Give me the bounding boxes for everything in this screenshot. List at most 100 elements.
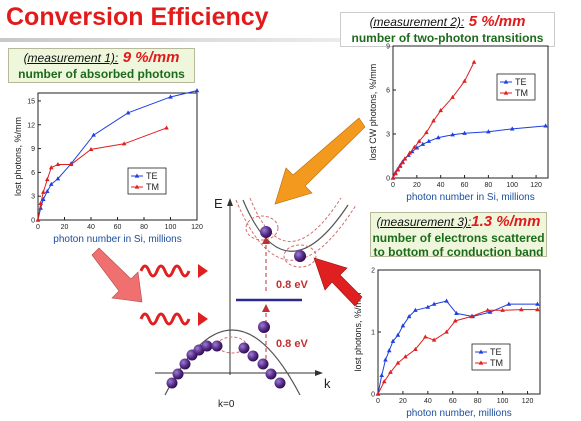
data-point-tm [68,161,74,167]
y-tick-label: 3 [31,194,35,201]
x-axis-label: photon number in Si, millions [406,192,534,203]
legend-label: TE [490,347,502,357]
data-point-te [444,298,449,303]
conduction-band-curve [242,199,349,252]
x-tick-label: 0 [391,182,395,189]
x-tick-label: 120 [530,182,542,189]
x-tick-label: 120 [522,398,534,405]
data-point-te [450,132,455,137]
k0-label: k=0 [218,399,235,410]
data-point-tm [88,146,94,151]
data-point-tm [469,314,474,319]
data-point-te [454,310,459,315]
data-point-tm [393,171,398,176]
title-underline [0,38,345,42]
legend-label: TM [515,88,528,98]
plot-frame [392,45,549,179]
data-point-tm [41,189,46,194]
y-tick-label: 6 [31,170,35,177]
electron-dot [294,250,306,262]
y-tick-label: 1 [371,330,375,337]
legend-marker [503,79,509,84]
legend-label: TE [515,77,527,87]
photon-wave-bottom-arrow [198,312,208,326]
data-point-te [400,323,406,328]
electron-dot [258,321,270,333]
y-tick-label: 3 [386,132,390,139]
valence-electron-dot [201,340,213,352]
x-axis-label: photon number in Si, millions [53,234,181,245]
y-axis-label: lost photons, %/mm [13,117,23,196]
legend-marker [478,360,484,365]
y-tick-label: 6 [386,88,390,95]
x-tick-label: 0 [36,224,40,231]
photon-wave-top-arrow [198,264,208,278]
data-point-te [379,372,385,377]
data-point-te [194,88,200,93]
electron-region-left [245,215,279,241]
legend-box [471,343,511,371]
x-tick-label: 120 [191,224,203,231]
plot-frame [37,92,198,221]
data-point-te [406,314,412,319]
data-point-te [543,123,548,128]
y-tick-label: 15 [27,98,35,105]
x-tick-label: 60 [114,224,122,231]
y-tick-label: 0 [31,218,35,225]
data-point-tm [375,391,381,396]
y-tick-label: 0 [371,392,375,399]
data-point-tm [452,318,458,323]
data-point-tm [431,337,437,342]
data-point-te [431,301,437,306]
data-point-tm [423,334,428,339]
data-point-te [420,141,426,146]
data-point-tm [388,369,393,374]
x-tick-label: 80 [484,182,492,189]
data-point-tm [403,354,408,359]
y-tick-label: 9 [386,44,390,51]
electron-region-right [283,244,317,268]
data-point-te [125,110,131,115]
data-point-tm [397,163,403,168]
data-point-te [41,196,46,201]
y-axis-label: lost photons, %/mm [353,292,363,371]
measurement-2-value: 5 %/mm [468,13,526,30]
valence-electron-dot [238,342,250,354]
measurement-1-desc: number of absorbed photons [18,67,185,81]
y-tick-label: 9 [31,146,35,153]
data-point-tm [535,307,540,312]
e-axis-label: E [214,196,223,211]
x-tick-label: 20 [399,398,407,405]
data-point-tm [485,307,490,312]
transition-upper-head [262,236,270,244]
gap-upper-label: 0.8 eV [276,279,308,291]
valence-electron-dot [172,368,184,380]
data-point-tm [416,138,422,143]
data-point-tm [471,59,477,64]
data-point-tm [395,360,401,365]
chart-3: 0 20 40 60 80 100 120 0 1 2 photon number, million… [353,268,541,419]
chart-1: 0 20 40 60 80 100 120 0 3 6 9 12 15 photon number in … [13,88,203,245]
data-point-tm [444,329,449,334]
valence-electron-dot [166,377,178,389]
data-point-tm [412,144,417,149]
data-point-te [390,338,396,343]
x-tick-label: 40 [424,398,432,405]
data-point-te [168,94,173,99]
valence-electron-dot [247,350,259,362]
data-point-tm [164,125,169,130]
measurement-3-box: (measurement 3):1.3 %/mm number of elect… [370,212,547,259]
legend-box [496,73,536,101]
data-point-te [48,181,54,186]
data-point-tm [407,150,412,155]
measurement-3-value: 1.3 %/mm [471,213,541,230]
conduction-band-envelope [235,199,357,261]
y-axis-label: lost CW photons, %/mm [368,64,378,161]
red-arrow [313,257,363,307]
data-point-tm [424,130,429,135]
data-point-te [509,126,515,131]
legend-marker [134,173,140,178]
measurement-3-desc1: number of electrons scattered [372,231,545,245]
measurement-2-label: (measurement 2): [369,15,465,29]
